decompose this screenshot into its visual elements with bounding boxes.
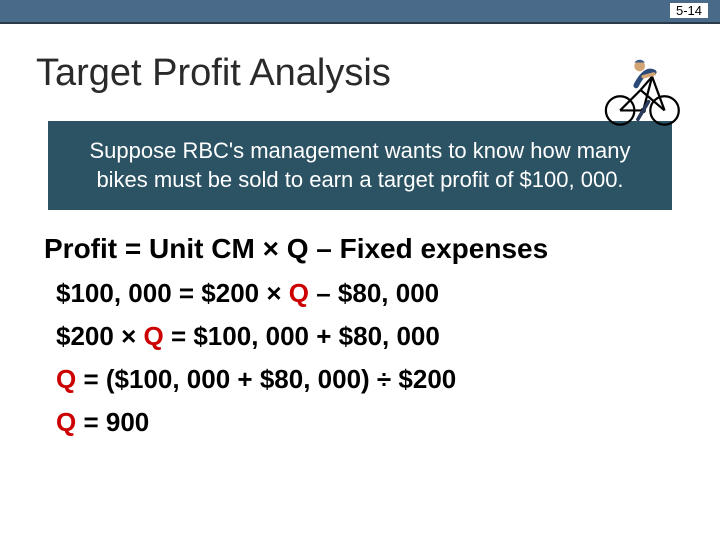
variable-q: Q	[56, 407, 76, 437]
eq-rhs: Unit CM × Q – Fixed expenses	[149, 233, 548, 264]
variable-q: Q	[289, 278, 309, 308]
variable-q: Q	[143, 321, 163, 351]
equations-block: Profit = Unit CM × Q – Fixed expenses $1…	[0, 230, 720, 440]
eq-equals: =	[117, 233, 149, 264]
top-bar: 5-14	[0, 0, 720, 24]
slide-number: 5-14	[670, 3, 708, 18]
equation-step-4: Q = 900	[44, 405, 676, 440]
equation-step-3: Q = ($100, 000 + $80, 000) ÷ $200	[44, 362, 676, 397]
variable-q: Q	[56, 364, 76, 394]
equation-formula: Profit = Unit CM × Q – Fixed expenses	[44, 230, 676, 268]
problem-statement: Suppose RBC's management wants to know h…	[48, 121, 672, 210]
eq-lhs: Profit	[44, 233, 117, 264]
cyclist-icon	[600, 50, 690, 130]
equation-step-2: $200 × Q = $100, 000 + $80, 000	[44, 319, 676, 354]
equation-step-1: $100, 000 = $200 × Q – $80, 000	[44, 276, 676, 311]
